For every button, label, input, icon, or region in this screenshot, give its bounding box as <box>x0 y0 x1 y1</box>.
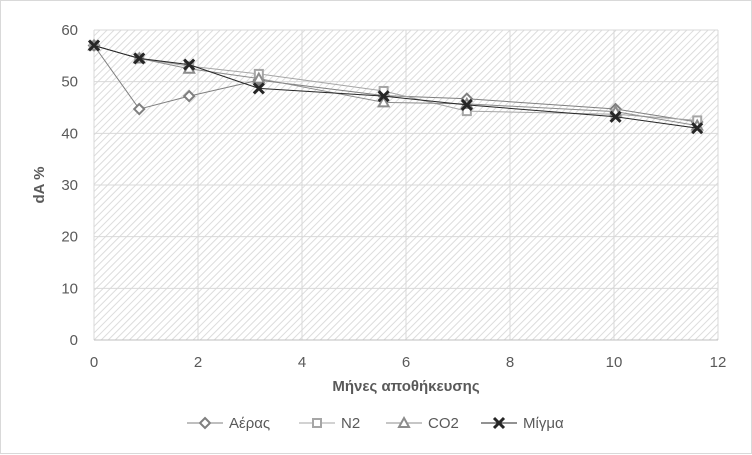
legend: Αέρας N2 CO2 Μίγμα <box>187 415 564 432</box>
legend-entry-n2: N2 <box>299 415 360 432</box>
legend-marker <box>312 418 322 428</box>
y-axis-title: dA % <box>31 167 48 204</box>
series-migma <box>87 39 704 135</box>
x-tick-label: 8 <box>506 354 514 371</box>
legend-label-migma: Μίγμα <box>523 415 564 432</box>
legend-swatch-co2 <box>386 415 422 428</box>
data-point-migma <box>133 52 146 65</box>
legend-label-n2: N2 <box>341 415 360 432</box>
x-axis-title: Μήνες αποθήκευσης <box>332 378 479 395</box>
y-tick-label: 60 <box>61 22 78 39</box>
data-point-migma <box>377 90 390 103</box>
axes: 0 10 20 30 40 50 60 0 2 4 6 8 10 12 <box>61 22 726 371</box>
x-tick-label: 12 <box>710 354 727 371</box>
data-point-migma <box>609 110 622 123</box>
legend-marker <box>397 415 411 428</box>
series-line-co2 <box>93 45 698 127</box>
legend-swatch-migma <box>481 416 517 430</box>
data-point-migma <box>87 39 101 52</box>
y-tick-label: 50 <box>61 74 78 91</box>
gridlines <box>93 29 719 341</box>
x-tick-label: 10 <box>606 354 623 371</box>
data-point-migma <box>183 58 196 71</box>
legend-entry-aeras: Αέρας <box>187 415 270 432</box>
x-tick-label: 4 <box>298 354 306 371</box>
series-line-aeras <box>93 45 698 123</box>
y-tick-label: 0 <box>70 332 78 349</box>
data-point-migma <box>691 122 704 135</box>
data-point-co2 <box>376 95 391 108</box>
series-line-migma <box>93 45 698 129</box>
series-layer <box>87 38 704 135</box>
legend-marker <box>198 416 212 430</box>
y-tick-label: 40 <box>61 125 78 142</box>
x-tick-label: 0 <box>90 354 98 371</box>
data-point-aeras <box>182 89 196 103</box>
legend-entry-migma: Μίγμα <box>481 415 564 432</box>
data-point-co2 <box>252 71 266 84</box>
legend-label-co2: CO2 <box>428 415 459 432</box>
legend-entry-co2: CO2 <box>386 415 459 432</box>
x-tick-label: 2 <box>194 354 202 371</box>
data-point-migma <box>252 82 265 95</box>
legend-label-aeras: Αέρας <box>229 415 270 432</box>
data-point-aeras <box>132 102 146 116</box>
y-tick-label: 20 <box>61 229 78 246</box>
legend-marker <box>492 416 506 430</box>
x-tick-label: 6 <box>402 354 410 371</box>
y-tick-label: 10 <box>61 280 78 297</box>
y-tick-label: 30 <box>61 177 78 194</box>
data-point-migma <box>460 98 473 111</box>
legend-swatch-n2 <box>299 418 335 428</box>
legend-swatch-aeras <box>187 416 223 430</box>
